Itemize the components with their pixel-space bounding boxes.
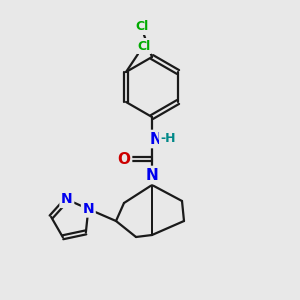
Text: Cl: Cl	[137, 40, 151, 52]
Text: N: N	[61, 192, 73, 206]
Text: Cl: Cl	[135, 20, 148, 34]
Text: N: N	[82, 202, 94, 216]
Text: N: N	[150, 131, 162, 146]
Text: O: O	[118, 152, 130, 166]
Text: -H: -H	[160, 133, 176, 146]
Text: N: N	[146, 167, 158, 182]
